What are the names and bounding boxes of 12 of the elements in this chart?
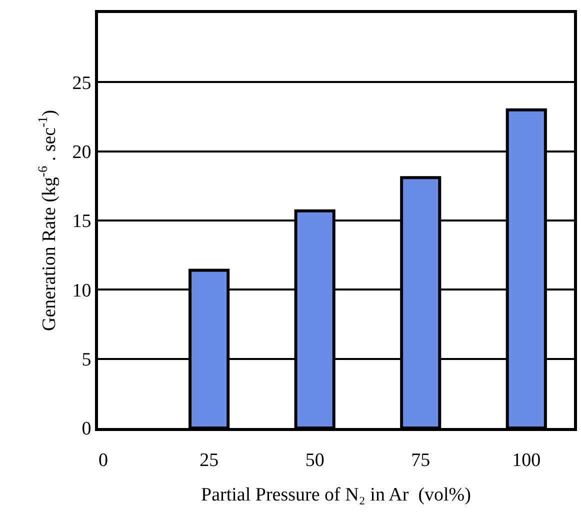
x-tick-label: 0 xyxy=(98,450,108,471)
y-tick-label: 10 xyxy=(72,280,92,302)
y-tick-label: 5 xyxy=(82,349,92,370)
x-tick-label: 50 xyxy=(305,450,324,471)
x-tick-label: 100 xyxy=(512,450,541,471)
x-tick-label: 25 xyxy=(200,450,219,471)
y-tick-label: 0 xyxy=(82,418,92,440)
x-axis-title: Partial Pressure of N₂ in Ar (vol%) xyxy=(201,484,471,506)
y-tick-label: 25 xyxy=(72,72,92,94)
y-tick-label: 20 xyxy=(72,142,92,163)
y-tick-label: 15 xyxy=(72,211,92,232)
x-tick-label: 75 xyxy=(411,450,430,471)
